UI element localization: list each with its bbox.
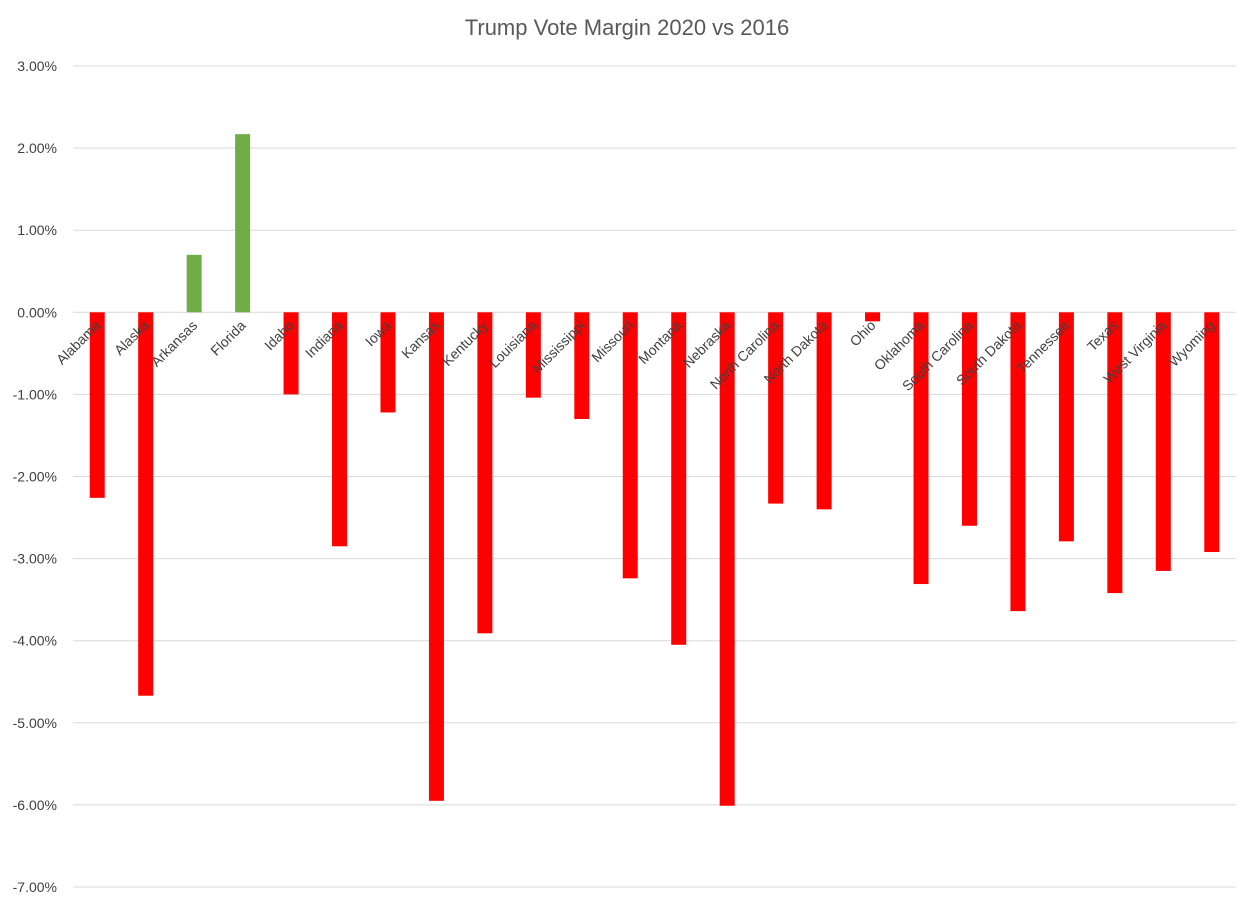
- bar-north-carolina: [768, 312, 784, 504]
- bar-arkansas: [186, 254, 202, 313]
- chart-title: Trump Vote Margin 2020 vs 2016: [465, 15, 789, 40]
- bar-alabama: [89, 312, 105, 498]
- bar-montana: [671, 312, 687, 645]
- y-tick-label: 1.00%: [17, 222, 57, 238]
- y-tick-label: -3.00%: [13, 551, 57, 567]
- bar-oklahoma: [913, 312, 929, 585]
- gridlines: [73, 65, 1236, 888]
- bars: [89, 134, 1220, 806]
- bar-south-carolina: [961, 312, 977, 526]
- bar-nebraska: [719, 312, 735, 806]
- y-tick-label: -1.00%: [13, 386, 57, 402]
- bar-iowa: [380, 312, 396, 413]
- y-tick-label: -2.00%: [13, 469, 57, 485]
- bar-indiana: [332, 312, 348, 547]
- bar-louisiana: [525, 312, 541, 398]
- y-axis-tick-labels: 3.00% 2.00% 1.00% 0.00% -1.00% -2.00% -3.00% -4…: [13, 58, 57, 895]
- category-label: Ohio: [846, 317, 878, 349]
- bar-idaho: [283, 312, 299, 395]
- bar-florida: [235, 134, 251, 313]
- bar-south-dakota: [1010, 312, 1026, 612]
- bar-missouri: [622, 312, 638, 579]
- bar-ohio: [865, 312, 881, 322]
- bar-texas: [1107, 312, 1123, 594]
- bar-west-virginia: [1155, 312, 1171, 571]
- bar-wyoming: [1204, 312, 1220, 553]
- y-tick-label: -4.00%: [13, 633, 57, 649]
- y-tick-label: 3.00%: [17, 58, 57, 74]
- bar-alaska: [138, 312, 154, 696]
- y-tick-label: 0.00%: [17, 304, 57, 320]
- bar-kentucky: [477, 312, 493, 634]
- y-tick-label: -6.00%: [13, 797, 57, 813]
- category-label: Arkansas: [148, 317, 201, 370]
- bar-kansas: [428, 312, 444, 801]
- bar-tennessee: [1058, 312, 1074, 542]
- y-tick-label: -5.00%: [13, 715, 57, 731]
- y-tick-label: 2.00%: [17, 140, 57, 156]
- category-label: Florida: [207, 317, 249, 359]
- y-tick-label: -7.00%: [13, 879, 57, 895]
- bar-mississippi: [574, 312, 590, 420]
- bar-north-dakota: [816, 312, 832, 510]
